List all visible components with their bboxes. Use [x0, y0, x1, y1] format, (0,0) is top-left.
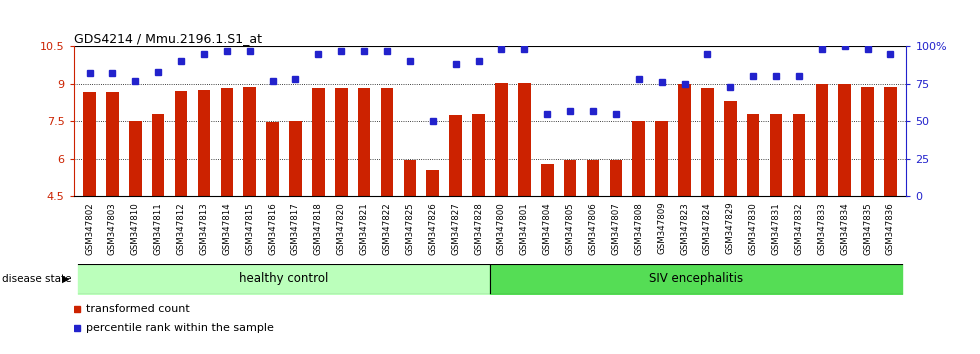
Bar — [450, 115, 462, 196]
Text: GSM347829: GSM347829 — [726, 202, 735, 255]
Text: GSM347810: GSM347810 — [130, 202, 140, 255]
Text: GSM347811: GSM347811 — [154, 202, 163, 255]
Bar — [404, 160, 416, 196]
Text: GDS4214 / Mmu.2196.1.S1_at: GDS4214 / Mmu.2196.1.S1_at — [74, 32, 262, 45]
Text: GSM347834: GSM347834 — [840, 202, 850, 255]
Text: GSM347812: GSM347812 — [176, 202, 185, 255]
Text: GSM347803: GSM347803 — [108, 202, 117, 255]
Text: GSM347818: GSM347818 — [314, 202, 322, 255]
Text: GSM347835: GSM347835 — [863, 202, 872, 255]
Bar — [289, 121, 302, 196]
Text: percentile rank within the sample: percentile rank within the sample — [86, 323, 273, 333]
Text: GSM347826: GSM347826 — [428, 202, 437, 255]
Bar — [129, 121, 141, 196]
Text: GSM347802: GSM347802 — [85, 202, 94, 255]
Text: GSM347800: GSM347800 — [497, 202, 506, 255]
Bar — [472, 114, 485, 196]
Bar — [243, 87, 256, 196]
Bar — [793, 114, 806, 196]
Text: ▶: ▶ — [62, 274, 70, 284]
Bar — [839, 84, 851, 196]
Bar — [106, 92, 119, 196]
Bar — [564, 160, 576, 196]
Bar — [769, 114, 782, 196]
Text: GSM347822: GSM347822 — [382, 202, 392, 255]
Text: transformed count: transformed count — [86, 304, 189, 314]
Text: GSM347824: GSM347824 — [703, 202, 711, 255]
Bar — [632, 121, 645, 196]
Text: GSM347825: GSM347825 — [406, 202, 415, 255]
Text: GSM347807: GSM347807 — [612, 202, 620, 255]
Bar — [220, 88, 233, 196]
Bar — [610, 160, 622, 196]
Text: GSM347831: GSM347831 — [771, 202, 780, 255]
Text: GSM347805: GSM347805 — [565, 202, 574, 255]
Text: GSM347820: GSM347820 — [337, 202, 346, 255]
Bar — [518, 83, 530, 196]
Text: SIV encephalitis: SIV encephalitis — [649, 272, 743, 285]
Text: GSM347816: GSM347816 — [269, 202, 277, 255]
Bar — [267, 122, 279, 196]
Text: GSM347813: GSM347813 — [200, 202, 209, 255]
Bar — [380, 88, 393, 196]
Bar — [861, 87, 874, 196]
Text: GSM347809: GSM347809 — [658, 202, 666, 255]
Bar — [152, 114, 165, 196]
Bar — [678, 84, 691, 196]
Text: GSM347827: GSM347827 — [451, 202, 461, 255]
Bar — [426, 170, 439, 196]
Bar — [83, 92, 96, 196]
Text: GSM347833: GSM347833 — [817, 202, 826, 255]
Text: GSM347815: GSM347815 — [245, 202, 254, 255]
Text: GSM347814: GSM347814 — [222, 202, 231, 255]
Bar — [358, 88, 370, 196]
Text: GSM347823: GSM347823 — [680, 202, 689, 255]
Bar — [335, 88, 348, 196]
Text: GSM347806: GSM347806 — [588, 202, 598, 255]
Bar — [724, 101, 737, 196]
Text: GSM347821: GSM347821 — [360, 202, 368, 255]
Text: disease state: disease state — [2, 274, 72, 284]
Text: GSM347828: GSM347828 — [474, 202, 483, 255]
Bar — [312, 88, 324, 196]
Bar — [656, 121, 668, 196]
Bar — [541, 164, 554, 196]
Text: GSM347804: GSM347804 — [543, 202, 552, 255]
Bar — [747, 114, 760, 196]
Text: GSM347801: GSM347801 — [519, 202, 529, 255]
Text: GSM347817: GSM347817 — [291, 202, 300, 255]
Bar — [174, 91, 187, 196]
Text: GSM347808: GSM347808 — [634, 202, 643, 255]
Bar — [815, 84, 828, 196]
Bar — [701, 88, 713, 196]
Text: GSM347832: GSM347832 — [795, 202, 804, 255]
Bar — [198, 90, 211, 196]
Text: GSM347830: GSM347830 — [749, 202, 758, 255]
Text: GSM347836: GSM347836 — [886, 202, 895, 255]
Text: healthy control: healthy control — [239, 272, 328, 285]
Bar — [884, 87, 897, 196]
Bar — [495, 83, 508, 196]
Bar — [587, 160, 600, 196]
